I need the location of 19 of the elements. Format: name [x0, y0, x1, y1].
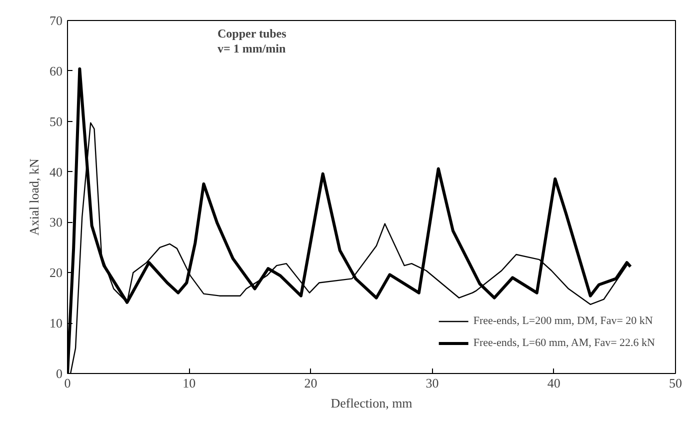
legend-label: Free-ends, L=200 mm, DM, Fav= 20 kN [473, 315, 653, 327]
x-tick-label: 20 [304, 376, 318, 390]
x-tick-label: 30 [426, 376, 439, 390]
legend-label: Free-ends, L=60 mm, AM, Fav= 22.6 kN [473, 337, 655, 349]
x-tick-label: 50 [669, 376, 682, 390]
y-tick-label: 40 [50, 164, 62, 180]
y-tick-label: 10 [50, 316, 62, 331]
annotation: Copper tubes [218, 26, 287, 40]
x-axis-title: Deflection, mm [330, 396, 412, 410]
y-tick-label: 20 [50, 265, 62, 280]
y-tick-label: 50 [50, 114, 62, 129]
annotation: v= 1 mm/min [218, 42, 286, 56]
y-tick-label: 60 [50, 63, 62, 78]
x-tick-label: 40 [547, 376, 560, 390]
y-axis-title: Axial load, kN [26, 158, 42, 236]
x-tick-label: 10 [182, 376, 196, 390]
y-tick-label: 0 [56, 366, 62, 381]
y-tick-label: 70 [50, 13, 62, 28]
y-tick-label: 30 [50, 214, 62, 230]
